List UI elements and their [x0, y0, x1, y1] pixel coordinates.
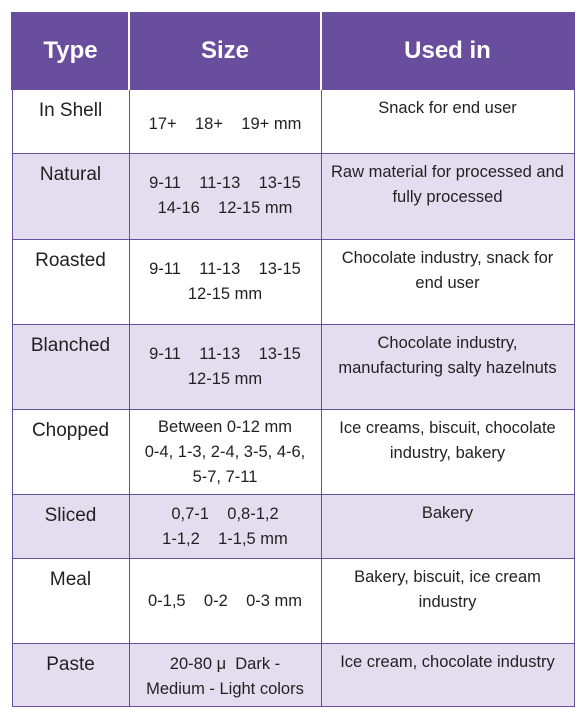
type-cell: Roasted: [11, 239, 130, 325]
used-in-cell: Snack for end user: [320, 89, 575, 154]
used-in-cell: Ice creams, biscuit, chocolate industry, …: [320, 409, 575, 495]
used-in-cell: Chocolate industry, snack for end user: [320, 239, 575, 325]
size-line: 9-11 11-13 13-15: [149, 260, 301, 278]
size-cell: 0,7-1 0,8-1,2 1-1,2 1-1,5 mm: [128, 494, 322, 559]
header-type: Type: [11, 12, 130, 90]
size-line: 0-1,5 0-2 0-3 mm: [147, 592, 303, 610]
size-cell: 9-11 11-13 13-15 14-16 12-15 mm: [128, 153, 322, 240]
table-row: Chopped Between 0-12 mm 0-4, 1-3, 2-4, 3-5…: [11, 409, 575, 495]
size-cell: 9-11 11-13 13-15 12-15 mm: [128, 239, 322, 325]
used-in-line: Bakery: [421, 504, 474, 522]
used-in-line: Raw material for processed and: [331, 163, 564, 181]
size-cell: 9-11 11-13 13-15 12-15 mm: [128, 324, 322, 410]
used-in-line: Bakery, biscuit, ice cream: [354, 568, 541, 586]
used-in-line: Ice cream, chocolate industry: [340, 653, 555, 671]
table-row: Meal 0-1,5 0-2 0-3 mm Bakery, biscuit, ice…: [11, 558, 575, 644]
size-cell: Between 0-12 mm 0-4, 1-3, 2-4, 3-5, 4-6, 5…: [128, 409, 322, 495]
table-row: Natural 9-11 11-13 13-15 14-16 12-15 mm Raw…: [11, 153, 575, 240]
table-row: Blanched 9-11 11-13 13-15 12-15 mm Chocolat…: [11, 324, 575, 410]
size-line: 12-15 mm: [187, 370, 263, 388]
used-in-cell: Chocolate industry, manufacturing salty h…: [320, 324, 575, 410]
type-cell: Meal: [11, 558, 130, 644]
used-in-line: industry, bakery: [389, 444, 506, 462]
header-used-in: Used in: [320, 12, 575, 90]
size-line: Between 0-12 mm: [158, 418, 292, 436]
size-line: 14-16 12-15 mm: [157, 199, 293, 217]
size-line: Medium - Light colors: [146, 680, 304, 698]
used-in-cell: Bakery, biscuit, ice cream industry: [320, 558, 575, 644]
type-cell: Natural: [11, 153, 130, 240]
hazelnut-types-table: Type Size Used in In Shell 17+ 18+ 19+ mm…: [11, 12, 575, 707]
type-cell: Sliced: [11, 494, 130, 559]
header-row: Type Size Used in: [11, 12, 575, 90]
type-cell: Paste: [11, 643, 130, 707]
header-size: Size: [128, 12, 322, 90]
size-line: 9-11 11-13 13-15: [149, 174, 301, 192]
table-row: Paste 20-80 μ Dark - Medium - Light colors…: [11, 643, 575, 707]
used-in-cell: Raw material for processed and fully proc…: [320, 153, 575, 240]
size-line: 9-11 11-13 13-15: [149, 345, 301, 363]
size-line: 0,7-1 0,8-1,2: [171, 505, 279, 523]
size-line: 1-1,2 1-1,5 mm: [162, 530, 288, 548]
used-in-cell: Bakery: [320, 494, 575, 559]
size-line: 17+ 18+ 19+ mm: [148, 115, 302, 133]
used-in-line: end user: [415, 274, 480, 292]
used-in-line: Chocolate industry,: [377, 334, 518, 352]
used-in-line: fully processed: [392, 188, 503, 206]
used-in-line: industry: [418, 593, 477, 611]
type-cell: In Shell: [11, 89, 130, 154]
used-in-line: Snack for end user: [378, 99, 517, 117]
size-line: 0-4, 1-3, 2-4, 3-5, 4-6,: [144, 443, 306, 461]
size-cell: 20-80 μ Dark - Medium - Light colors: [128, 643, 322, 707]
table-row: Sliced 0,7-1 0,8-1,2 1-1,2 1-1,5 mm Bakery: [11, 494, 575, 559]
size-line: 5-7, 7-11: [192, 468, 258, 486]
type-cell: Blanched: [11, 324, 130, 410]
used-in-line: Chocolate industry, snack for: [341, 249, 554, 267]
size-cell: 17+ 18+ 19+ mm: [128, 89, 322, 154]
used-in-cell: Ice cream, chocolate industry: [320, 643, 575, 707]
table-row: Roasted 9-11 11-13 13-15 12-15 mm Chocolate…: [11, 239, 575, 325]
used-in-line: manufacturing salty hazelnuts: [338, 359, 557, 377]
size-line: 12-15 mm: [187, 285, 263, 303]
size-line: 20-80 μ Dark -: [169, 655, 281, 673]
table-row: In Shell 17+ 18+ 19+ mm Snack for end user: [11, 89, 575, 154]
used-in-line: Ice creams, biscuit, chocolate: [339, 419, 556, 437]
type-cell: Chopped: [11, 409, 130, 495]
size-cell: 0-1,5 0-2 0-3 mm: [128, 558, 322, 644]
